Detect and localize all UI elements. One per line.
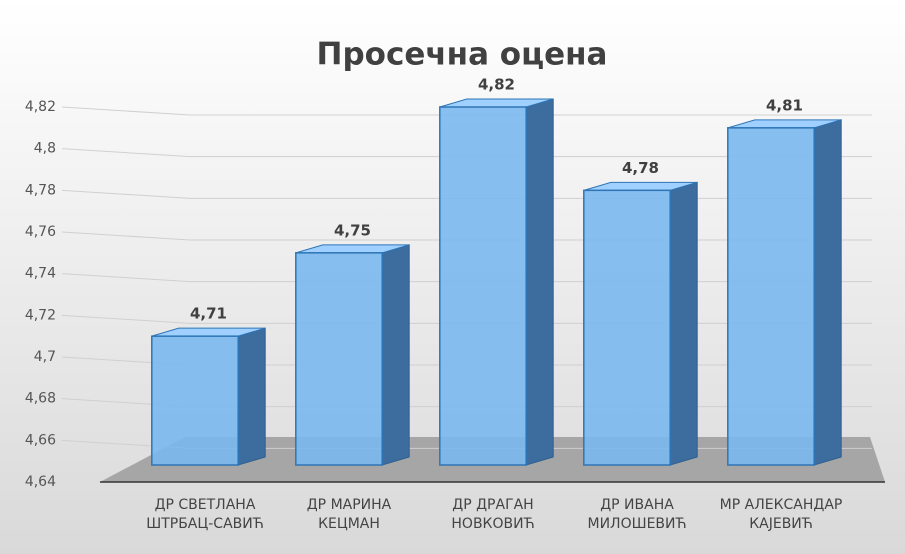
value-label: 4,78 xyxy=(622,159,659,177)
y-tick-label: 4,7 xyxy=(34,349,56,365)
y-tick-label: 4,82 xyxy=(25,99,56,115)
bar-side xyxy=(669,181,698,466)
value-label: 4,81 xyxy=(766,96,803,114)
value-label: 4,75 xyxy=(334,221,371,239)
value-label: 4,82 xyxy=(478,76,515,94)
x-tick-label: МР АЛЕКСАНДАР КАЈЕВИЋ xyxy=(719,497,843,532)
bar-side xyxy=(813,119,842,466)
y-tick-label: 4,72 xyxy=(25,307,56,323)
grid-line xyxy=(61,106,872,116)
x-tick-label: ДР МАРИНА КЕЦМАН xyxy=(306,497,392,532)
value-label: 4,71 xyxy=(190,305,227,323)
grid-line xyxy=(61,148,872,158)
y-tick-label: 4,76 xyxy=(25,224,56,240)
y-tick-label: 4,68 xyxy=(25,391,56,407)
bar xyxy=(727,127,815,466)
x-tick-label: ДР ИВАНА МИЛОШЕВИЋ xyxy=(587,497,687,532)
bar xyxy=(583,189,671,466)
bar-side xyxy=(237,327,266,466)
y-tick-label: 4,78 xyxy=(25,182,56,198)
chart-title: Просечна оцена xyxy=(317,37,608,73)
bar-side xyxy=(381,244,410,466)
y-tick-label: 4,8 xyxy=(34,141,56,157)
bar-side xyxy=(525,98,554,466)
x-tick-label: ДР ДРАГАН НОВКОВИЋ xyxy=(451,497,535,532)
y-tick-label: 4,64 xyxy=(25,474,56,490)
y-tick-label: 4,66 xyxy=(25,432,56,448)
bar xyxy=(151,335,239,466)
bar xyxy=(295,252,383,466)
y-tick-label: 4,74 xyxy=(25,266,56,282)
bar xyxy=(439,106,527,466)
x-tick-label: ДР СВЕТЛАНА ШТРБАЦ-САВИЋ xyxy=(146,497,264,532)
